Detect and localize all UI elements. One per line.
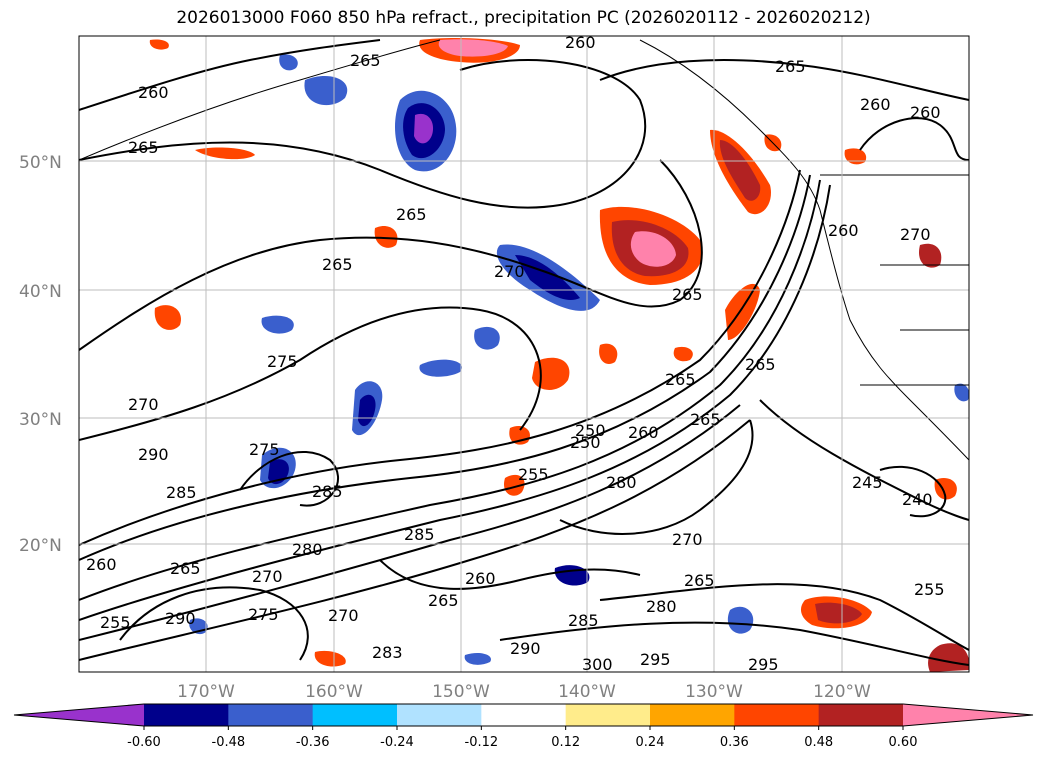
colorbar-tick-label: 0.48 <box>804 735 833 750</box>
lon-label-150w: 150°W <box>432 682 490 702</box>
contour-label: 260 <box>86 555 117 574</box>
contour-label: 260 <box>138 83 169 102</box>
colorbar-tick-label: 0.36 <box>720 735 749 750</box>
colorbar-tick-label: -0.36 <box>296 735 330 750</box>
lon-label-130w: 130°W <box>685 682 743 702</box>
colorbar-segment <box>397 704 482 726</box>
contour-labels: 260 265 260 265 260 260 265 265 265 270 … <box>86 33 945 674</box>
colorbar-segment <box>734 704 820 726</box>
lat-label-40n: 40°N <box>19 282 62 302</box>
colorbar-tick-label: -0.12 <box>465 735 499 750</box>
contour-label: 265 <box>672 285 703 304</box>
contour-label: 265 <box>684 571 715 590</box>
contour-label: 270 <box>672 530 703 549</box>
contour-label: 275 <box>267 352 298 371</box>
contour-label: 260 <box>465 569 496 588</box>
contour-label: 280 <box>292 540 323 559</box>
lon-label-170w: 170°W <box>177 682 235 702</box>
colorbar-tick-label: -0.24 <box>380 735 414 750</box>
lon-label-140w: 140°W <box>558 682 616 702</box>
colorbar-extend-high <box>903 704 1033 726</box>
contour-label: 265 <box>745 355 776 374</box>
contour-label: 265 <box>396 205 427 224</box>
contour-label: 270 <box>252 567 283 586</box>
contour-label: 270 <box>328 606 359 625</box>
contour-label: 260 <box>910 103 941 122</box>
colorbar-segment <box>312 704 398 726</box>
contour-label: 265 <box>170 559 201 578</box>
contour-label: 280 <box>646 597 677 616</box>
colorbar-tick-label: 0.60 <box>889 735 918 750</box>
graticule <box>79 36 969 672</box>
contour-label: 295 <box>640 650 671 669</box>
colorbar-segment <box>650 704 735 726</box>
map-plot-area <box>79 36 969 672</box>
contour-label: 265 <box>128 138 159 157</box>
contour-label: 275 <box>249 440 280 459</box>
colorbar: -0.60 -0.48 -0.36 -0.24 -0.12 0.12 0.24 0.36 0.4… <box>13 703 1034 750</box>
contour-label: 290 <box>165 609 196 628</box>
contour-label: 300 <box>582 655 613 674</box>
coastline <box>79 39 969 461</box>
lat-label-30n: 30°N <box>19 410 62 430</box>
contour-label: 285 <box>166 483 197 502</box>
contour-label: 255 <box>100 613 131 632</box>
colorbar-segment <box>144 704 229 726</box>
lat-label-20n: 20°N <box>19 536 62 556</box>
contour-label: 283 <box>372 643 403 662</box>
map-frame <box>78 35 970 673</box>
lat-label-50n: 50°N <box>19 153 62 173</box>
colorbar-tick-label: -0.48 <box>212 735 246 750</box>
contour-label: 265 <box>665 370 696 389</box>
contour-label: 265 <box>690 410 721 429</box>
colorbar-tick-label: -0.60 <box>127 735 161 750</box>
latitude-labels: 50°N 40°N 30°N 20°N <box>19 153 62 556</box>
contour-label: 275 <box>248 605 279 624</box>
contour-label: 260 <box>860 95 891 114</box>
contour-label: 245 <box>852 473 883 492</box>
contour-label: 280 <box>606 473 637 492</box>
contour-label: 270 <box>494 262 525 281</box>
lon-label-160w: 160°W <box>305 682 363 702</box>
map-title: 2026013000 F060 850 hPa refract., precip… <box>176 8 871 28</box>
contour-label: 240 <box>902 490 933 509</box>
longitude-labels: 170°W 160°W 150°W 140°W 130°W 120°W <box>177 682 871 702</box>
contour-label: 285 <box>404 525 435 544</box>
lon-label-120w: 120°W <box>813 682 871 702</box>
contour-label: 250 <box>575 421 606 440</box>
refractivity-contours <box>79 39 969 666</box>
colorbar-tick-label: 0.24 <box>636 735 665 750</box>
colorbar-segment <box>565 704 651 726</box>
contour-label: 250 <box>570 433 601 452</box>
contour-label: 265 <box>322 255 353 274</box>
contour-label: 270 <box>900 225 931 244</box>
colorbar-tick-label: 0.12 <box>551 735 580 750</box>
contour-label: 255 <box>518 465 549 484</box>
contour-label: 260 <box>565 33 596 52</box>
contour-label: 265 <box>428 591 459 610</box>
contour-label: 285 <box>568 611 599 630</box>
contour-label: 290 <box>510 639 541 658</box>
contour-label: 260 <box>828 221 859 240</box>
contour-label: 290 <box>138 445 169 464</box>
colorbar-extend-low <box>14 704 144 726</box>
contour-label: 265 <box>350 51 381 70</box>
contour-label: 295 <box>748 655 779 674</box>
contour-label: 270 <box>128 395 159 414</box>
contour-label: 285 <box>312 482 343 501</box>
contour-label: 255 <box>914 580 945 599</box>
contour-label: 265 <box>775 57 806 76</box>
colorbar-segment <box>228 704 314 726</box>
colorbar-segment <box>818 704 904 726</box>
colorbar-segment <box>481 704 567 726</box>
contour-label: 260 <box>628 423 659 442</box>
